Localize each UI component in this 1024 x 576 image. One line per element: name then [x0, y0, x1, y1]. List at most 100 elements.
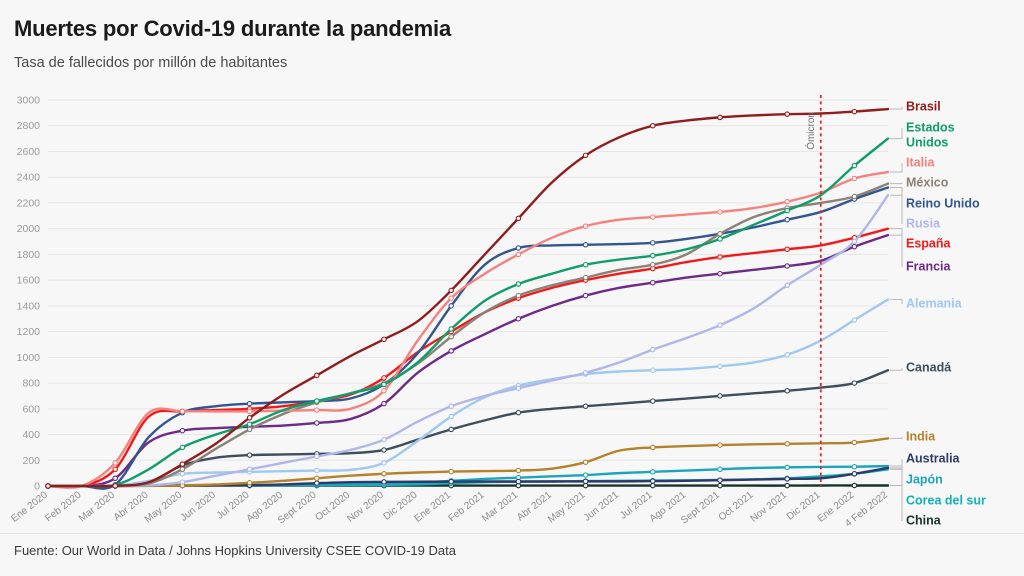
series-line-francia — [46, 233, 890, 488]
series-point — [717, 231, 723, 237]
series-point — [381, 388, 387, 394]
series-point — [784, 198, 790, 205]
series-point — [314, 480, 320, 486]
legend-label-corea-del-sur[interactable]: Corea del sur — [906, 493, 986, 507]
x-axis-tick: Nov 2020 — [345, 489, 386, 524]
series-point — [582, 274, 589, 281]
y-axis-tick: 200 — [22, 455, 40, 467]
legend-label-estados-unidos[interactable]: Unidos — [906, 135, 948, 149]
x-axis-tick: Jun 2021 — [582, 489, 622, 523]
series-point — [717, 236, 723, 242]
series-line-alemania — [46, 298, 890, 488]
source-caption: Fuente: Our World in Data / Johns Hopkin… — [14, 543, 456, 558]
series-line-méxico — [46, 182, 890, 488]
legend-connector — [890, 194, 903, 224]
page-subtitle: Tasa de fallecidos por millón de habitan… — [14, 55, 288, 71]
legend-label-brasil[interactable]: Brasil — [906, 99, 941, 113]
legend-label-canadá[interactable]: Canadá — [906, 360, 951, 374]
series-point — [381, 479, 387, 485]
series-point — [851, 175, 858, 182]
series-point — [448, 326, 454, 332]
series-point — [45, 483, 51, 489]
series-point — [515, 281, 522, 287]
series-point — [179, 479, 186, 485]
legend-label-australia[interactable]: Australia — [906, 451, 961, 465]
y-gridlines: 0 200 400 600 800 1000 1200 1400 1600 1800 2000 220… — [17, 95, 888, 493]
series-point — [246, 400, 253, 407]
series-point — [784, 216, 790, 223]
series-point — [448, 348, 454, 354]
series-point — [851, 193, 858, 200]
series-point — [314, 372, 320, 379]
series-point — [582, 242, 589, 248]
series-point — [112, 483, 118, 489]
series-point — [314, 398, 320, 404]
series-point — [784, 246, 790, 253]
series-point — [851, 238, 858, 245]
legend-connector — [890, 186, 903, 204]
series-point — [112, 475, 118, 482]
series-point — [448, 426, 454, 433]
series-point — [784, 207, 790, 214]
series-point — [246, 426, 253, 433]
legend-label-alemania[interactable]: Alemania — [906, 296, 963, 310]
series-point — [381, 336, 387, 343]
legend-label-japón[interactable]: Japón — [906, 472, 943, 486]
y-axis-tick: 1600 — [17, 275, 41, 287]
legend-label-méxico[interactable]: México — [906, 175, 949, 189]
series-point — [650, 214, 656, 220]
y-axis-tick: 2200 — [17, 197, 41, 209]
legend-connector — [890, 228, 903, 244]
series-point — [650, 367, 656, 373]
series-point — [582, 472, 589, 478]
legend-connector — [890, 368, 903, 371]
series-point — [314, 467, 320, 474]
legend-label-reino-unido[interactable]: Reino Unido — [906, 196, 980, 210]
series-point — [650, 122, 656, 129]
series-point — [515, 245, 522, 251]
series-point — [582, 223, 589, 229]
series-point — [381, 447, 387, 453]
series-point — [650, 469, 656, 475]
series-point — [381, 381, 387, 388]
series-point — [246, 466, 253, 473]
series-point — [314, 407, 320, 413]
x-axis-tick: Nov 2021 — [749, 489, 790, 524]
legend-label-estados-unidos[interactable]: Estados — [906, 120, 955, 134]
series-point — [717, 442, 723, 448]
series-line-canadá — [46, 369, 890, 488]
series-point — [717, 466, 723, 473]
footer-divider — [0, 533, 1024, 534]
legend-label-españa[interactable]: España — [906, 236, 952, 250]
series-point — [851, 471, 858, 477]
series-point — [582, 152, 589, 159]
series-point — [784, 388, 790, 394]
y-axis-tick: 3000 — [17, 95, 41, 107]
series-point — [717, 254, 723, 260]
page-title: Muertes por Covid-19 durante la pandemia — [14, 16, 451, 41]
y-axis-tick: 2600 — [17, 146, 41, 158]
series-point — [314, 420, 320, 426]
y-axis-tick: 400 — [22, 429, 40, 441]
legend-label-india[interactable]: India — [906, 429, 936, 443]
series-point — [717, 477, 723, 483]
y-axis-tick: 0 — [34, 481, 40, 493]
series-point — [717, 114, 723, 121]
series-point — [246, 415, 253, 421]
legend-label-francia[interactable]: Francia — [906, 259, 952, 273]
series-line-india — [46, 437, 890, 488]
legend-connector — [890, 234, 903, 267]
legend-connector — [890, 484, 903, 521]
y-axis-tick: 1400 — [17, 300, 41, 312]
series-point — [246, 480, 253, 486]
legend-label-china[interactable]: China — [906, 513, 942, 527]
legend-connector — [890, 298, 903, 304]
legend-label-italia[interactable]: Italia — [906, 155, 936, 169]
legend-label-rusia[interactable]: Rusia — [906, 216, 941, 230]
series-point — [851, 243, 858, 250]
series-point — [784, 282, 790, 289]
y-axis-tick: 2000 — [17, 223, 41, 235]
series-line-italia — [46, 170, 890, 489]
legend-connector — [890, 128, 903, 140]
